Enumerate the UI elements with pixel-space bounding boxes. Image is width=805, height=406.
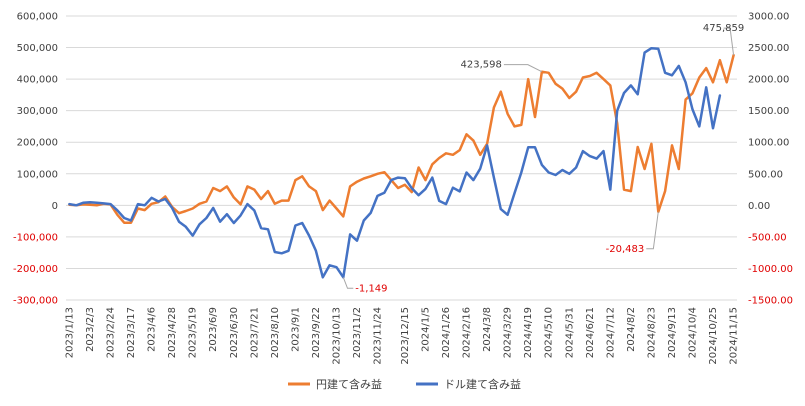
data-label: 423,598 bbox=[461, 60, 502, 71]
y-left-tick-label: 300,000 bbox=[17, 106, 58, 117]
series-lines bbox=[68, 46, 735, 279]
x-tick-label: 2023/6/9 bbox=[208, 307, 219, 352]
x-tick-label: 2024/1/26 bbox=[441, 307, 452, 358]
x-tick-label: 2024/3/8 bbox=[482, 307, 493, 352]
x-tick-label: 2023/11/2 bbox=[352, 307, 363, 358]
x-tick-label: 2023/9/22 bbox=[311, 307, 322, 358]
x-tick-label: 2023/8/10 bbox=[270, 307, 281, 358]
x-tick-label: 2023/6/30 bbox=[229, 307, 240, 358]
y-left-tick-label: -200,000 bbox=[13, 264, 58, 275]
x-tick-label: 2023/9/1 bbox=[290, 307, 301, 352]
x-tick-label: 2023/11/24 bbox=[373, 307, 384, 365]
legend: 円建て含み益 ドル建て含み益 bbox=[288, 377, 521, 391]
x-tick-label: 2023/12/15 bbox=[400, 307, 411, 365]
y-left-tick-label: 600,000 bbox=[17, 12, 58, 23]
x-tick-label: 2024/10/4 bbox=[687, 307, 698, 358]
data-label: 475,859 bbox=[703, 23, 744, 34]
x-tick-label: 2023/4/6 bbox=[147, 307, 158, 352]
y-axis-right: 3000.00 2500.00 2000.00 1500.00 1000.00 500.0… bbox=[748, 12, 793, 307]
x-tick-label: 2024/3/29 bbox=[503, 307, 514, 358]
series-line-1 bbox=[68, 46, 722, 279]
x-tick-label: 2023/7/21 bbox=[249, 307, 260, 358]
x-axis: 2023/1/13 2023/2/3 2023/2/24 2023/3/17 2023/… bbox=[64, 307, 739, 365]
x-tick-label: 2024/7/12 bbox=[605, 307, 616, 358]
x-tick-label: 2024/6/21 bbox=[585, 307, 596, 358]
annotations: 423,598 475,859 -20,483 -1,149 bbox=[342, 23, 744, 294]
x-tick-label: 2023/4/28 bbox=[167, 307, 178, 358]
y-right-tick-label: 500.00 bbox=[748, 169, 783, 180]
y-left-tick-label: 0 bbox=[52, 201, 58, 212]
y-axis-left: 600,000 500,000 400,000 300,000 200,000 100,0… bbox=[13, 12, 58, 307]
x-tick-label: 2023/2/24 bbox=[106, 307, 117, 358]
y-right-tick-label: 2000.00 bbox=[748, 75, 789, 86]
x-tick-label: 2024/10/25 bbox=[708, 307, 719, 365]
x-tick-label: 2024/5/31 bbox=[564, 307, 575, 358]
x-tick-label: 2024/1/5 bbox=[420, 307, 431, 352]
y-right-tick-label: -1500.00 bbox=[748, 296, 793, 307]
annotation-leader bbox=[723, 27, 735, 56]
x-tick-label: 2023/2/3 bbox=[85, 307, 96, 352]
y-left-tick-label: -100,000 bbox=[13, 232, 58, 243]
x-tick-label: 2024/8/23 bbox=[646, 307, 657, 358]
gridlines bbox=[66, 15, 737, 301]
x-tick-label: 2024/4/19 bbox=[523, 307, 534, 358]
x-tick-label: 2023/3/17 bbox=[126, 307, 137, 358]
data-label: -20,483 bbox=[606, 244, 645, 255]
series-line-0 bbox=[68, 53, 735, 224]
y-left-tick-label: 500,000 bbox=[17, 43, 58, 54]
x-tick-label: 2023/5/19 bbox=[188, 307, 199, 358]
x-tick-label: 2024/2/16 bbox=[462, 307, 473, 358]
y-right-tick-label: -500.00 bbox=[748, 232, 787, 243]
annotation-leader bbox=[503, 64, 543, 73]
x-tick-label: 2024/5/10 bbox=[544, 307, 555, 358]
x-tick-label: 2023/1/13 bbox=[64, 307, 75, 358]
annotation-leader bbox=[646, 211, 659, 250]
y-right-tick-label: 2500.00 bbox=[748, 43, 789, 54]
x-tick-label: 2024/8/2 bbox=[626, 307, 637, 352]
y-left-tick-label: -300,000 bbox=[13, 296, 58, 307]
y-right-tick-label: -1000.00 bbox=[748, 264, 793, 275]
y-left-tick-label: 400,000 bbox=[17, 75, 58, 86]
legend-label-0: 円建て含み益 bbox=[316, 377, 382, 391]
x-tick-label: 2023/10/13 bbox=[331, 307, 342, 365]
y-right-tick-label: 1500.00 bbox=[748, 106, 789, 117]
y-left-tick-label: 100,000 bbox=[17, 169, 58, 180]
data-label: -1,149 bbox=[355, 283, 387, 294]
y-right-tick-label: 1000.00 bbox=[748, 138, 789, 149]
y-left-tick-label: 200,000 bbox=[17, 138, 58, 149]
annotation-leader bbox=[342, 277, 354, 289]
y-right-tick-label: 3000.00 bbox=[748, 12, 789, 23]
x-tick-label: 2024/11/15 bbox=[729, 307, 740, 365]
x-tick-label: 2024/9/13 bbox=[667, 307, 678, 358]
legend-label-1: ドル建て含み益 bbox=[444, 377, 521, 391]
y-right-tick-label: 0.00 bbox=[748, 201, 770, 212]
